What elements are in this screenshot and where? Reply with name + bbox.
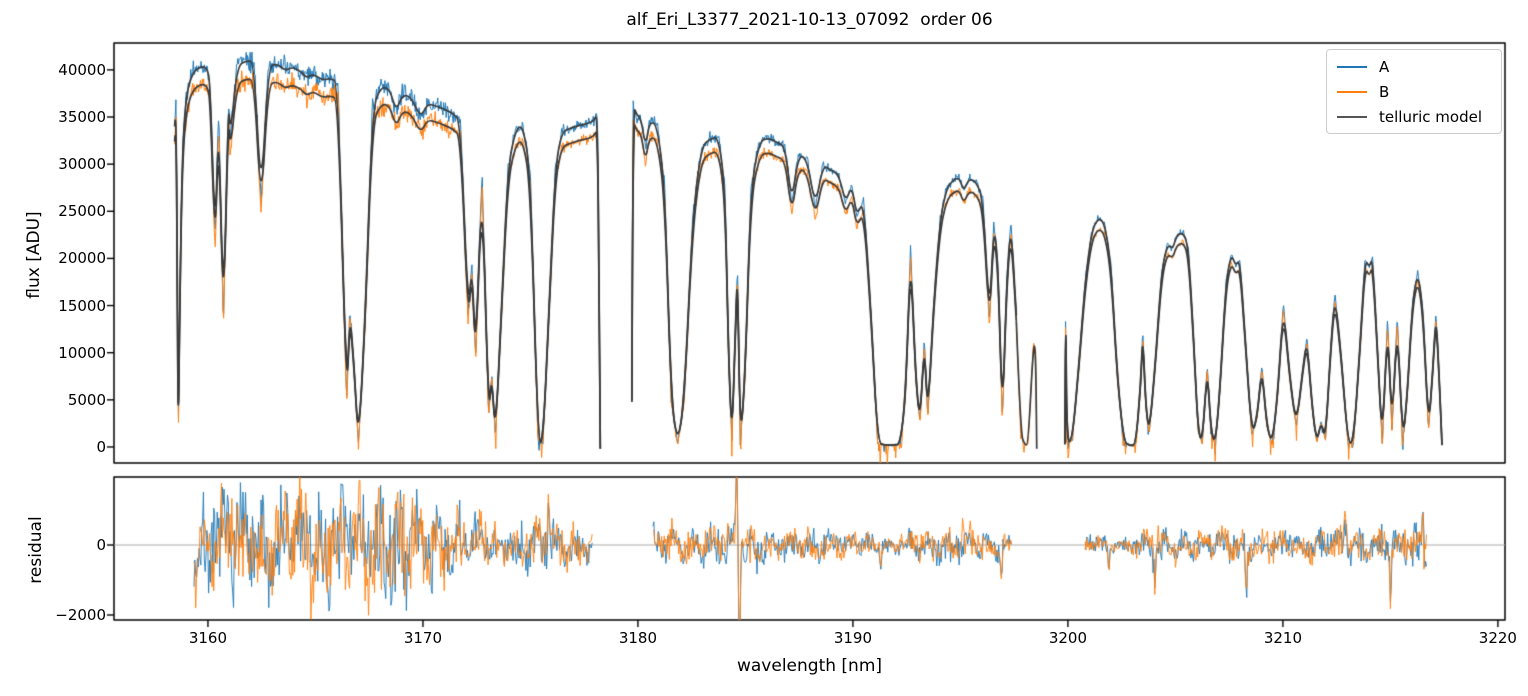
flux-ytick-label: 0 <box>96 437 106 456</box>
flux-ytick-label: 25000 <box>58 202 106 221</box>
wavelength-xtick-label: 3190 <box>833 629 873 647</box>
wavelength-xtick-label: 3160 <box>188 629 228 647</box>
flux-ytick-label: 5000 <box>67 390 106 409</box>
flux-ytick-label: 35000 <box>58 108 106 126</box>
legend-entry-a: A <box>1337 55 1491 79</box>
wavelength-xtick-label: 3170 <box>403 629 443 647</box>
legend-entry-b: B <box>1337 80 1491 104</box>
flux-ytick-label: 30000 <box>58 155 106 174</box>
legend-label: A <box>1379 57 1390 76</box>
flux-ytick-label: 20000 <box>58 249 106 268</box>
flux-ytick-label: 40000 <box>58 60 106 79</box>
flux-ytick-label: 15000 <box>58 296 106 315</box>
legend-entry-telluric-model: telluric model <box>1337 105 1491 129</box>
legend-label: telluric model <box>1379 107 1483 126</box>
wavelength-xtick-label: 3210 <box>1263 629 1302 647</box>
legend-line-swatch <box>1337 115 1367 118</box>
residual-ytick-label: −2000 <box>55 605 106 624</box>
residual-ytick-label: 0 <box>96 536 106 554</box>
wavelength-xtick-label: 3200 <box>1048 629 1087 647</box>
wavelength-xtick-label: 3180 <box>618 629 658 647</box>
xaxis-label: wavelength [nm] <box>736 656 883 676</box>
legend-label: B <box>1379 82 1390 101</box>
legend-line-swatch <box>1337 90 1367 93</box>
flux-ytick-label: 10000 <box>58 343 106 362</box>
wavelength-xtick-label: 3220 <box>1478 629 1517 647</box>
legend-line-swatch <box>1337 65 1367 68</box>
plot-title: alf_Eri_L3377_2021-10-13_07092 order 06 <box>626 10 993 30</box>
